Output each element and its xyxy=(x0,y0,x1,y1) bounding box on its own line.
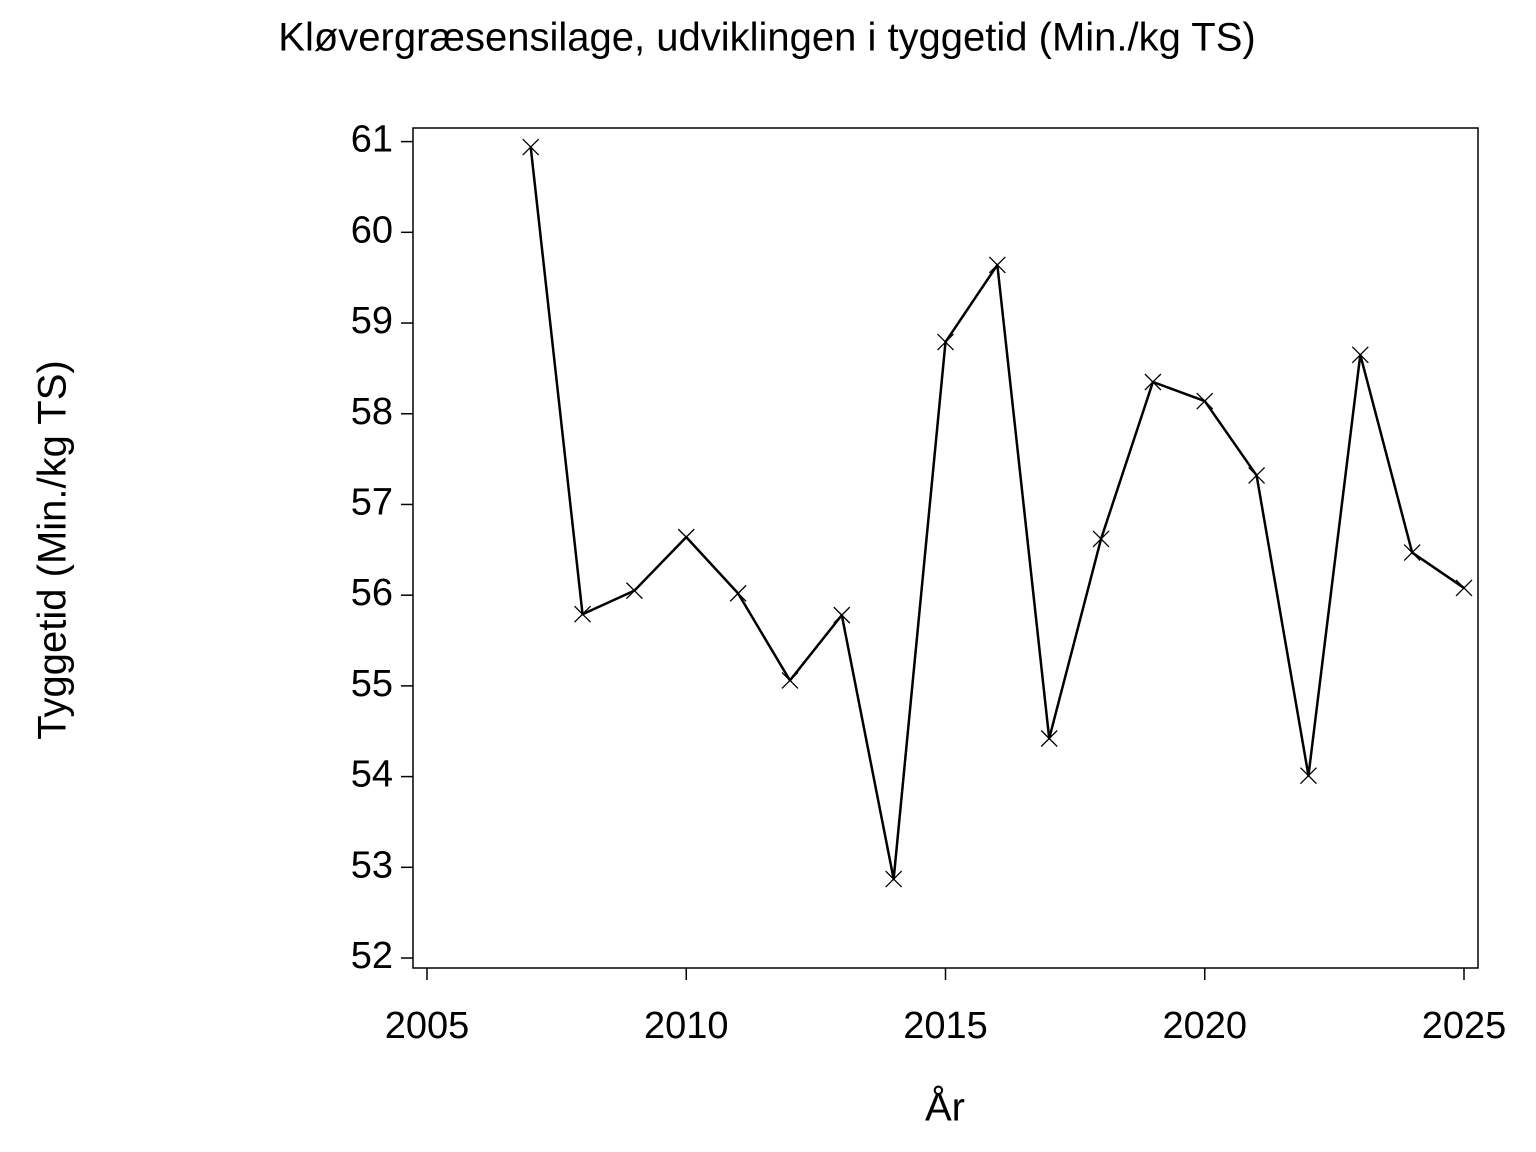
data-marker xyxy=(522,138,540,156)
y-tick-label: 60 xyxy=(351,209,393,251)
chart-title: Kløvergræsensilage, udviklingen i tygget… xyxy=(278,16,1255,60)
data-marker xyxy=(677,528,695,546)
y-tick-label: 56 xyxy=(351,572,393,614)
data-marker xyxy=(937,333,954,351)
x-tick-label: 2015 xyxy=(903,1005,988,1047)
y-tick-label: 52 xyxy=(351,935,393,977)
data-marker xyxy=(1040,730,1058,747)
data-line xyxy=(529,146,1465,881)
data-marker xyxy=(1351,346,1369,364)
y-tick-label: 53 xyxy=(351,844,393,886)
y-tick-label: 58 xyxy=(351,391,393,433)
data-marker xyxy=(1403,544,1421,561)
data-marker xyxy=(885,870,903,888)
plot-frame xyxy=(412,127,1479,969)
data-marker xyxy=(833,606,851,624)
data-marker xyxy=(1092,530,1110,548)
y-tick-label: 59 xyxy=(351,300,393,342)
y-tick-label: 55 xyxy=(351,663,393,705)
y-tick-label: 57 xyxy=(351,481,393,523)
x-axis-label: År xyxy=(925,1085,965,1130)
y-tick-label: 61 xyxy=(351,119,393,161)
data-marker xyxy=(1248,466,1266,484)
x-tick-label: 2020 xyxy=(1162,1005,1247,1047)
data-marker xyxy=(574,605,592,623)
data-marker xyxy=(988,256,1006,274)
x-tick-label: 2025 xyxy=(1422,1005,1507,1047)
data-marker xyxy=(781,671,799,689)
data-marker xyxy=(1299,767,1317,785)
y-tick-label: 54 xyxy=(351,754,393,796)
data-marker xyxy=(729,584,747,602)
x-tick-label: 2010 xyxy=(644,1005,729,1047)
data-marker xyxy=(625,582,643,600)
y-axis-label: Tyggetid (Min./kg TS) xyxy=(31,360,75,739)
data-marker xyxy=(1455,579,1473,597)
x-tick-label: 2005 xyxy=(385,1005,470,1047)
data-marker xyxy=(1196,392,1214,410)
data-marker xyxy=(1144,373,1162,391)
